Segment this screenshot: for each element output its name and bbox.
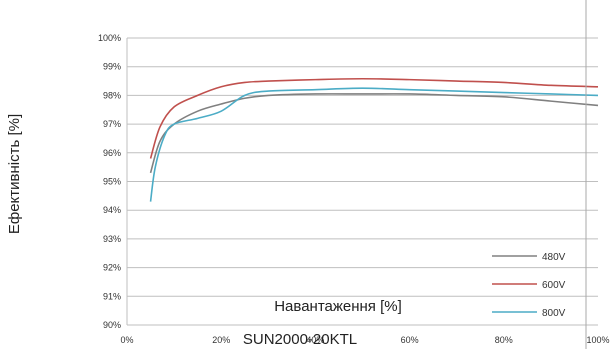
y-tick-label: 98% <box>103 90 121 100</box>
x-axis-label: Навантаження [%] <box>274 298 402 315</box>
y-tick-label: 100% <box>98 33 121 43</box>
series-line-800v <box>149 87 599 202</box>
chart-caption: SUN2000-20KTL <box>243 331 357 348</box>
y-tick-label: 93% <box>103 234 121 244</box>
legend-label-480v: 480V <box>542 252 566 263</box>
x-tick-label: 40% <box>306 335 324 345</box>
y-tick-label: 99% <box>103 62 121 72</box>
x-tick-label: 20% <box>212 335 230 345</box>
y-tick-label: 91% <box>103 291 121 301</box>
y-tick-label: 97% <box>103 119 121 129</box>
x-tick-label: 0% <box>120 335 133 345</box>
legend-label-800v: 800V <box>542 308 566 319</box>
legend: 480V 600V 800V <box>492 252 566 319</box>
x-axis-ticks: 0% 20% 40% 60% 80% 100% <box>120 335 609 345</box>
x-tick-label: 100% <box>586 335 609 345</box>
series-line-600v <box>149 77 599 159</box>
series-lines <box>149 77 599 202</box>
grid-lines <box>126 37 598 326</box>
legend-label-600v: 600V <box>542 280 566 291</box>
y-tick-label: 95% <box>103 177 121 187</box>
y-tick-label: 96% <box>103 148 121 158</box>
y-tick-label: 92% <box>103 263 121 273</box>
y-axis-label: Ефективність [%] <box>6 114 23 234</box>
x-tick-label: 80% <box>495 335 513 345</box>
x-tick-label: 60% <box>401 335 419 345</box>
y-tick-label: 94% <box>103 205 121 215</box>
y-axis-ticks: 90% 91% 92% 93% 94% 95% 96% 97% 98% 99% 100% <box>98 33 121 330</box>
series-line-480v <box>149 93 599 174</box>
y-tick-label: 90% <box>103 320 121 330</box>
